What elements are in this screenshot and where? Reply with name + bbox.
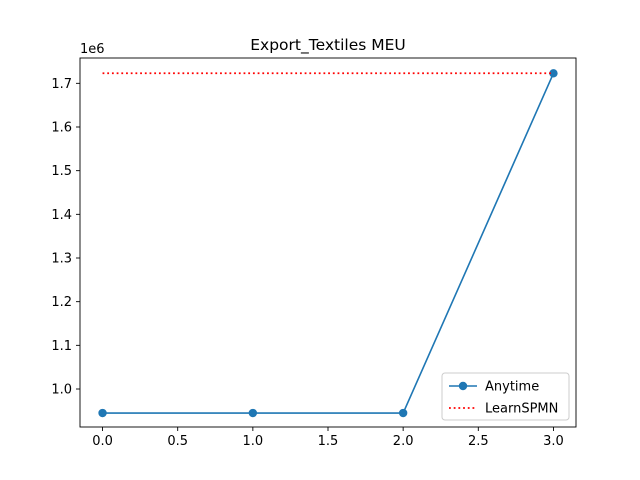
data-point-anytime-0 (98, 408, 107, 418)
legend-label-learnspmn: LearnSPMN (485, 402, 558, 417)
y-offset-label: 1e6 (80, 42, 105, 57)
x-tick-label: 1.5 (318, 434, 339, 449)
y-tick-label: 1.3 (51, 252, 72, 267)
y-tick-label: 1.4 (51, 208, 72, 223)
y-tick-label: 1.7 (51, 77, 72, 92)
data-point-anytime-1 (248, 408, 258, 418)
plot-area: 0.0 0.5 1.0 1.5 2.0 2.5 3.0 1.0 1.1 1.2 1.3 1.4 1.5 1… (51, 57, 577, 449)
series-line-anytime (102, 72, 555, 414)
x-tick-label: 0.0 (92, 434, 113, 449)
x-tick-label: 1.0 (243, 434, 264, 449)
y-tick-label: 1.2 (51, 295, 72, 310)
data-point-anytime-2 (398, 408, 408, 418)
y-tick-label: 1.5 (51, 164, 72, 179)
x-tick-label: 0.5 (167, 434, 188, 449)
y-tick-label: 1.0 (51, 383, 72, 398)
data-point-anytime-3 (549, 69, 558, 78)
x-tick-label: 2.0 (393, 434, 414, 449)
legend-label-anytime: Anytime (485, 380, 539, 395)
x-tick-label: 2.5 (468, 434, 489, 449)
chart-title: Export_Textiles MEU (250, 36, 406, 55)
x-tick-label: 3.0 (543, 434, 564, 449)
y-tick-label: 1.6 (51, 120, 72, 135)
legend-marker-anytime (458, 381, 468, 391)
y-tick-label: 1.1 (51, 339, 72, 354)
